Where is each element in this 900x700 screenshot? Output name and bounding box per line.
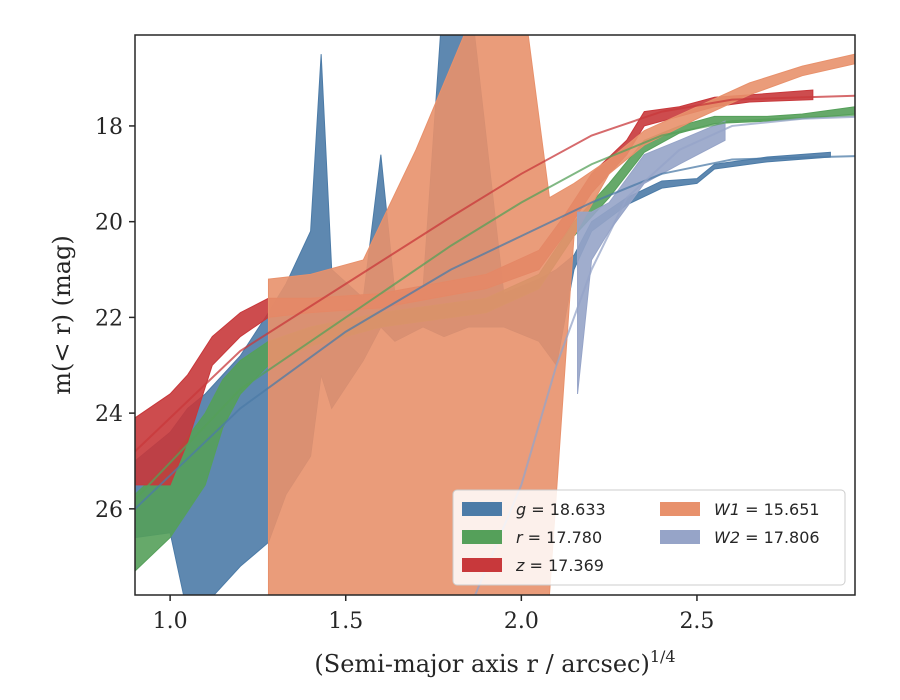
legend-swatch xyxy=(462,558,502,572)
model-curve-z xyxy=(135,94,855,453)
legend-band-value: = 17.780 xyxy=(523,528,603,547)
legend-band-name: g xyxy=(516,500,526,519)
x-tick-label: 2.0 xyxy=(504,609,539,634)
x-tick-label: 1.0 xyxy=(153,609,188,634)
legend-label: W1 = 15.651 xyxy=(714,500,820,519)
legend-swatch xyxy=(660,530,700,544)
y-axis-ticks: 18 20 22 24 26 xyxy=(95,115,135,523)
legend-band-value: = 17.369 xyxy=(524,556,604,575)
legend-swatch xyxy=(462,530,502,544)
legend-band-name: W1 xyxy=(714,500,740,519)
legend-box xyxy=(452,489,846,586)
y-tick-label: 20 xyxy=(95,211,123,236)
plot-frame xyxy=(134,34,856,596)
model-curve-g xyxy=(135,155,855,510)
x-axis-label: (Semi-major axis r / arcsec)1/4 xyxy=(314,647,675,678)
legend-band-value: = 17.806 xyxy=(740,528,820,547)
model-curve-r xyxy=(135,114,855,500)
legend-band-value: = 18.633 xyxy=(526,500,606,519)
x-axis-label-text: (Semi-major axis r / arcsec) xyxy=(314,650,649,678)
model-curve-w2 xyxy=(474,115,855,595)
model-curves xyxy=(135,94,855,595)
band-w1 xyxy=(267,35,855,595)
x-tick-label: 2.5 xyxy=(679,609,714,634)
y-tick-label: 26 xyxy=(95,498,123,523)
y-tick-label: 18 xyxy=(95,115,123,140)
y-tick-label: 22 xyxy=(95,306,123,331)
legend-swatch xyxy=(462,502,502,516)
legend-band-name: z xyxy=(515,556,525,575)
legend-label: W2 = 17.806 xyxy=(714,528,820,547)
legend-band-name: W2 xyxy=(714,528,740,547)
y-tick-label: 24 xyxy=(95,402,123,427)
legend-band-name: r xyxy=(516,528,524,547)
legend-label: g = 18.633 xyxy=(516,500,606,519)
x-axis-label-exponent: 1/4 xyxy=(650,647,676,666)
legend-label: r = 17.780 xyxy=(516,528,602,547)
legend-band-value: = 15.651 xyxy=(740,500,820,519)
y-axis-label: m(< r) (mag) xyxy=(48,235,76,394)
legend-label: z = 17.369 xyxy=(515,556,604,575)
x-axis-ticks: 1.0 1.5 2.0 2.5 xyxy=(153,595,714,634)
x-tick-label: 1.5 xyxy=(328,609,363,634)
legend-swatch xyxy=(660,502,700,516)
